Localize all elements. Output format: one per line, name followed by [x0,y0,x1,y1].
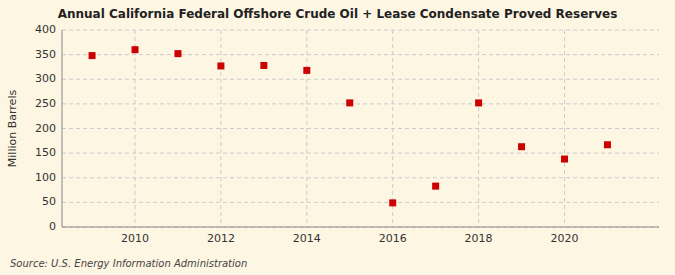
chart-svg: 0 50 100 150 200 250 300 350 400 2010 2012 2014 2016… [0,0,675,275]
x-grid-line [564,30,565,227]
x-tick-label: 2010 [121,232,149,245]
x-grid-line [220,30,221,227]
background [0,0,675,275]
y-tick-label: 300 [35,72,56,85]
y-axis-line [62,30,63,227]
x-axis-line [62,227,659,228]
y-tick-label: 50 [42,195,56,208]
tick-labels: 0 50 100 150 200 250 300 350 400 2010 2012 2014 2016… [35,23,579,245]
point [604,141,611,148]
y-axis-label: Million Barrels [6,90,19,168]
point [389,199,396,206]
y-tick-label: 100 [35,171,56,184]
y-grid-line [62,227,659,228]
grid [62,30,659,227]
point [260,62,267,69]
source-note: Source: U.S. Energy Information Administ… [10,258,247,269]
x-grid-line [478,30,479,227]
x-grid-line [306,30,307,227]
x-grid-line [392,30,393,227]
point [432,183,439,190]
y-grid-line [62,30,659,31]
y-tick-label: 250 [35,97,56,110]
point [475,99,482,106]
y-grid-line [62,79,659,80]
x-tick-label: 2016 [379,232,407,245]
y-tick-label: 150 [35,146,56,159]
y-grid-line [62,202,659,203]
y-grid-line [62,153,659,154]
y-grid-line [62,54,659,55]
point [518,143,525,150]
point [174,50,181,57]
y-grid-line [62,177,659,178]
point [132,46,139,53]
y-grid-line [62,128,659,129]
y-tick-label: 350 [35,48,56,61]
x-tick-label: 2020 [551,232,579,245]
x-tick-label: 2014 [293,232,321,245]
y-grid-line [62,103,659,104]
y-tick-label: 0 [49,220,56,233]
y-tick-label: 200 [35,122,56,135]
chart-container: 0 50 100 150 200 250 300 350 400 2010 2012 2014 2016… [0,0,675,275]
point [303,67,310,74]
x-tick-label: 2018 [465,232,493,245]
point [217,62,224,69]
point [346,99,353,106]
y-tick-label: 400 [35,23,56,36]
point [89,52,96,59]
point [561,156,568,163]
chart-title: Annual California Federal Offshore Crude… [58,7,618,21]
x-grid-line [135,30,136,227]
x-tick-label: 2012 [207,232,235,245]
points [89,46,611,206]
